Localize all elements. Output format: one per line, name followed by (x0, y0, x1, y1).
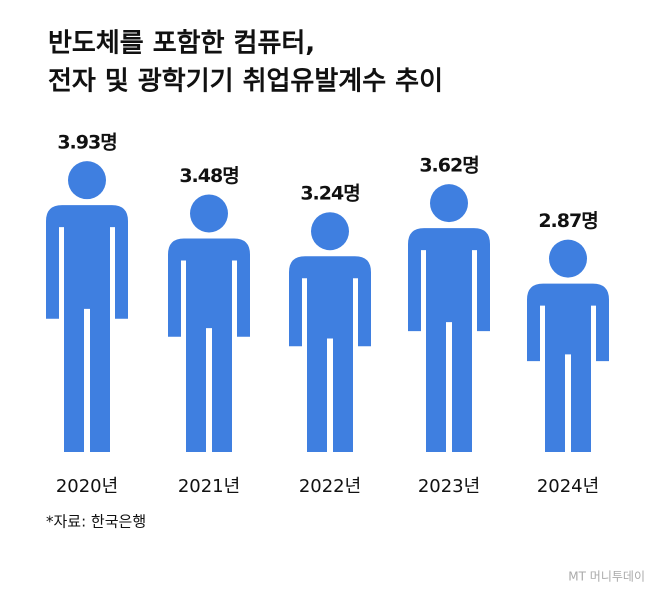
torso (46, 205, 128, 452)
head (430, 184, 468, 223)
data-label: 2.87명 (538, 210, 597, 232)
person-icon (168, 194, 250, 452)
person-icon (408, 184, 490, 452)
watermark: MT 머니투데이 (568, 570, 645, 584)
data-label: 3.24명 (300, 183, 359, 205)
head (68, 161, 106, 200)
x-tick-label: 2020년 (56, 476, 118, 497)
torso (408, 228, 490, 452)
x-tick-label: 2024년 (537, 476, 599, 497)
person-icon (527, 239, 609, 452)
x-tick-label: 2021년 (178, 476, 240, 497)
person-icon (289, 212, 371, 452)
head (311, 212, 349, 251)
head (190, 194, 228, 233)
chart-title: 전자 및 광학기기 취업유발계수 추이 (48, 67, 443, 97)
data-label: 3.62명 (419, 155, 478, 177)
source: *자료: 한국은행 (46, 513, 146, 531)
x-tick-label: 2023년 (418, 476, 480, 497)
torso (289, 256, 371, 452)
data-label: 3.48명 (179, 165, 238, 187)
head (549, 239, 587, 278)
data-label: 3.93명 (57, 132, 116, 154)
x-tick-label: 2022년 (299, 476, 361, 497)
person-icon (46, 161, 128, 452)
torso (168, 238, 250, 452)
torso (527, 283, 609, 452)
chart-title: 반도체를 포함한 컴퓨터, (48, 29, 315, 59)
